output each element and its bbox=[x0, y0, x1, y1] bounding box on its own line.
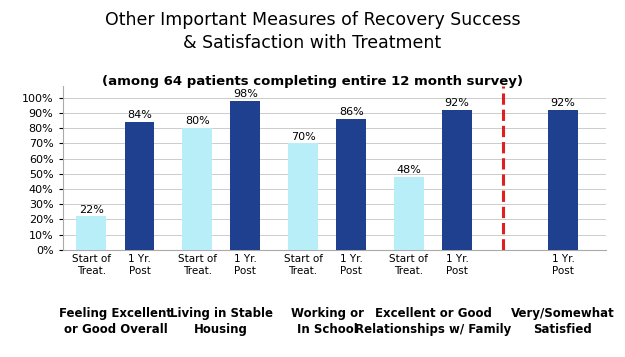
Text: Living in Stable
Housing: Living in Stable Housing bbox=[170, 307, 272, 336]
Text: 92%: 92% bbox=[444, 98, 469, 108]
Text: Other Important Measures of Recovery Success
& Satisfaction with Treatment: Other Important Measures of Recovery Suc… bbox=[105, 11, 520, 52]
Bar bbox=[231, 101, 260, 250]
Text: Feeling Excellent
or Good Overall: Feeling Excellent or Good Overall bbox=[59, 307, 172, 336]
Text: Excellent or Good
Relationships w/ Family: Excellent or Good Relationships w/ Famil… bbox=[355, 307, 511, 336]
Text: 80%: 80% bbox=[185, 116, 209, 126]
Text: 84%: 84% bbox=[127, 110, 152, 120]
Text: 22%: 22% bbox=[79, 205, 104, 215]
Text: 92%: 92% bbox=[551, 98, 576, 108]
Text: Very/Somewhat
Satisfied: Very/Somewhat Satisfied bbox=[511, 307, 615, 336]
Bar bbox=[548, 110, 578, 250]
Text: Working or
In School: Working or In School bbox=[291, 307, 364, 336]
Text: 98%: 98% bbox=[233, 89, 258, 99]
Text: 86%: 86% bbox=[339, 107, 364, 117]
Text: 70%: 70% bbox=[291, 132, 316, 142]
Bar bbox=[394, 177, 424, 250]
Text: (among 64 patients completing entire 12 month survey): (among 64 patients completing entire 12 … bbox=[102, 75, 523, 88]
Bar bbox=[288, 144, 318, 250]
Bar bbox=[182, 128, 212, 250]
Text: 48%: 48% bbox=[396, 165, 421, 175]
Bar bbox=[336, 119, 366, 250]
Bar bbox=[124, 122, 154, 250]
Bar bbox=[76, 216, 106, 250]
Bar bbox=[442, 110, 472, 250]
